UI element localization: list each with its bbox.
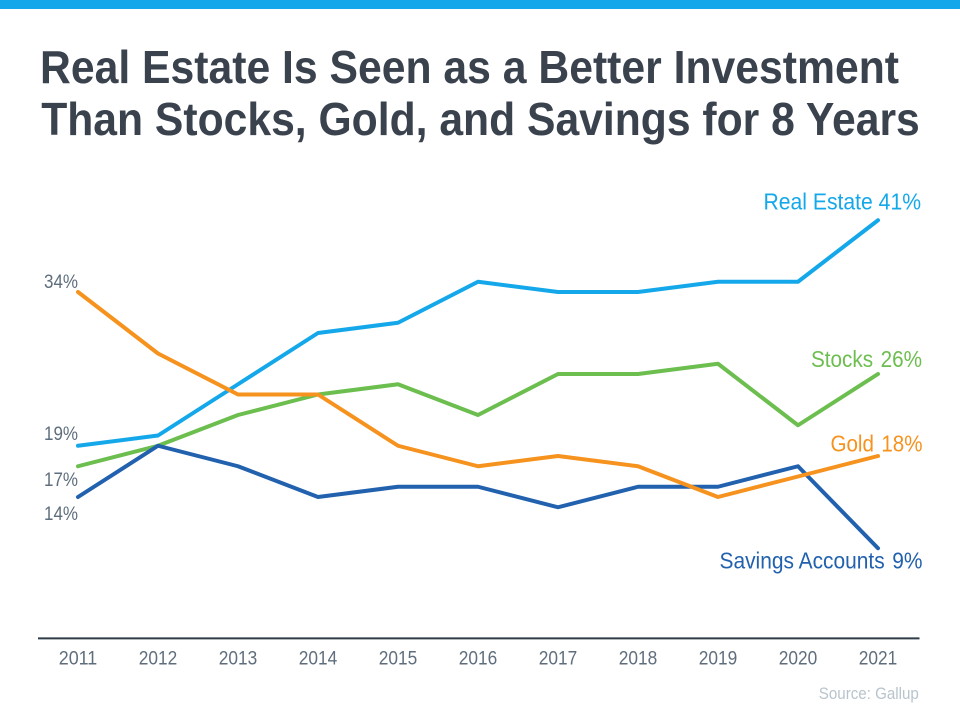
svg-text:17%: 17% xyxy=(44,469,78,491)
svg-text:19%: 19% xyxy=(44,423,78,445)
svg-text:2019: 2019 xyxy=(699,648,738,670)
svg-text:Savings Accounts 9%: Savings Accounts 9% xyxy=(720,548,923,574)
svg-text:14%: 14% xyxy=(44,503,78,525)
svg-text:2015: 2015 xyxy=(379,648,418,670)
svg-text:2017: 2017 xyxy=(539,648,578,670)
svg-text:Real Estate 41%: Real Estate 41% xyxy=(764,189,922,215)
svg-text:2020: 2020 xyxy=(779,648,818,670)
svg-text:Than Stocks, Gold, and Savings: Than Stocks, Gold, and Savings for 8 Yea… xyxy=(41,93,920,145)
svg-text:2018: 2018 xyxy=(619,648,658,670)
svg-text:Source: Gallup: Source: Gallup xyxy=(819,684,919,703)
svg-text:2016: 2016 xyxy=(459,648,498,670)
svg-text:Stocks 26%: Stocks 26% xyxy=(811,346,922,372)
svg-text:Gold 18%: Gold 18% xyxy=(831,431,923,457)
svg-text:Real Estate Is Seen as a Bette: Real Estate Is Seen as a Better Investme… xyxy=(40,41,899,93)
svg-text:2013: 2013 xyxy=(219,648,258,670)
svg-text:2021: 2021 xyxy=(859,648,898,670)
svg-text:2012: 2012 xyxy=(139,648,178,670)
svg-text:2011: 2011 xyxy=(59,648,98,670)
svg-text:2014: 2014 xyxy=(299,648,338,670)
svg-text:34%: 34% xyxy=(44,271,78,293)
